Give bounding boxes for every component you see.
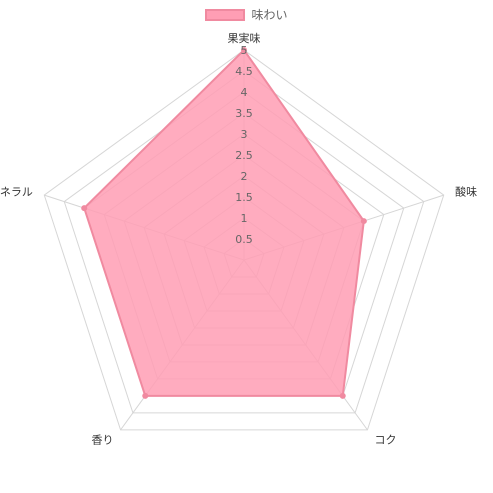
chart-legend[interactable]: 味わい [0, 6, 493, 23]
legend-swatch [205, 8, 246, 21]
tick-label: 5 [241, 44, 248, 57]
grid-ring [63, 70, 425, 414]
tick-label: 2 [241, 170, 248, 183]
tick-label: 3 [241, 128, 248, 141]
axis-label: コク [374, 434, 396, 447]
tick-label: 3.5 [235, 107, 253, 120]
tick-label: 4 [241, 86, 248, 99]
tick-label: 0.5 [235, 233, 253, 246]
data-point [339, 392, 346, 399]
series-area [83, 48, 365, 397]
data-point [81, 205, 88, 212]
axis-label: 酸味 [455, 184, 477, 198]
grid-ring [43, 49, 445, 431]
tick-label: 1.5 [235, 191, 253, 204]
axis-label: 果実味 [228, 31, 261, 45]
data-point [241, 47, 247, 53]
data-point [142, 392, 149, 399]
axis-label: 香り [92, 434, 114, 447]
tick-label: 4.5 [235, 65, 253, 78]
tick-label: 1 [241, 212, 248, 225]
axis-label: ミネラル [0, 185, 33, 198]
data-point [360, 218, 367, 225]
tick-label: 2.5 [235, 149, 253, 162]
legend-label-series: 味わい [251, 8, 288, 22]
